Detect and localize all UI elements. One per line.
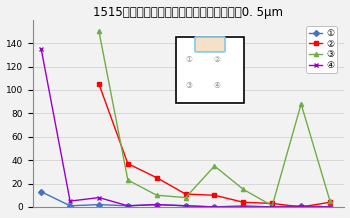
① (299, 204, 303, 207)
④ (155, 203, 159, 206)
③ (270, 204, 274, 207)
Legend: ①, ②, ③, ④: ①, ②, ③, ④ (306, 26, 337, 73)
③ (97, 30, 101, 33)
④ (328, 206, 332, 208)
Line: ②: ② (97, 82, 332, 209)
Line: ③: ③ (97, 29, 332, 208)
② (328, 201, 332, 204)
① (155, 203, 159, 206)
② (126, 162, 130, 165)
FancyBboxPatch shape (195, 37, 225, 52)
④ (183, 204, 188, 207)
① (328, 206, 332, 208)
② (155, 176, 159, 179)
③ (299, 103, 303, 105)
④ (97, 196, 101, 199)
① (68, 204, 72, 207)
④ (299, 206, 303, 208)
④ (270, 206, 274, 208)
② (241, 201, 245, 204)
② (270, 202, 274, 205)
Text: ④: ④ (214, 81, 220, 90)
② (299, 206, 303, 208)
② (212, 194, 217, 197)
Text: ③: ③ (186, 81, 192, 90)
④ (212, 206, 217, 208)
④ (241, 206, 245, 208)
① (212, 206, 217, 208)
④ (39, 48, 43, 50)
④ (126, 204, 130, 207)
② (97, 83, 101, 85)
④ (68, 200, 72, 202)
③ (328, 200, 332, 202)
Line: ①: ① (39, 190, 332, 209)
Title: 1515ミニエンバルーンありの清浄度の変刔0. 5μm: 1515ミニエンバルーンありの清浄度の変刔0. 5μm (93, 5, 284, 19)
③ (212, 165, 217, 167)
① (183, 204, 188, 207)
③ (241, 188, 245, 191)
① (126, 204, 130, 207)
Text: ①: ① (186, 55, 192, 64)
① (97, 203, 101, 206)
③ (183, 196, 188, 199)
① (241, 204, 245, 207)
③ (126, 179, 130, 181)
Text: ②: ② (214, 55, 220, 64)
① (270, 206, 274, 208)
① (39, 191, 43, 193)
③ (155, 194, 159, 197)
② (183, 193, 188, 195)
Line: ④: ④ (39, 47, 332, 209)
